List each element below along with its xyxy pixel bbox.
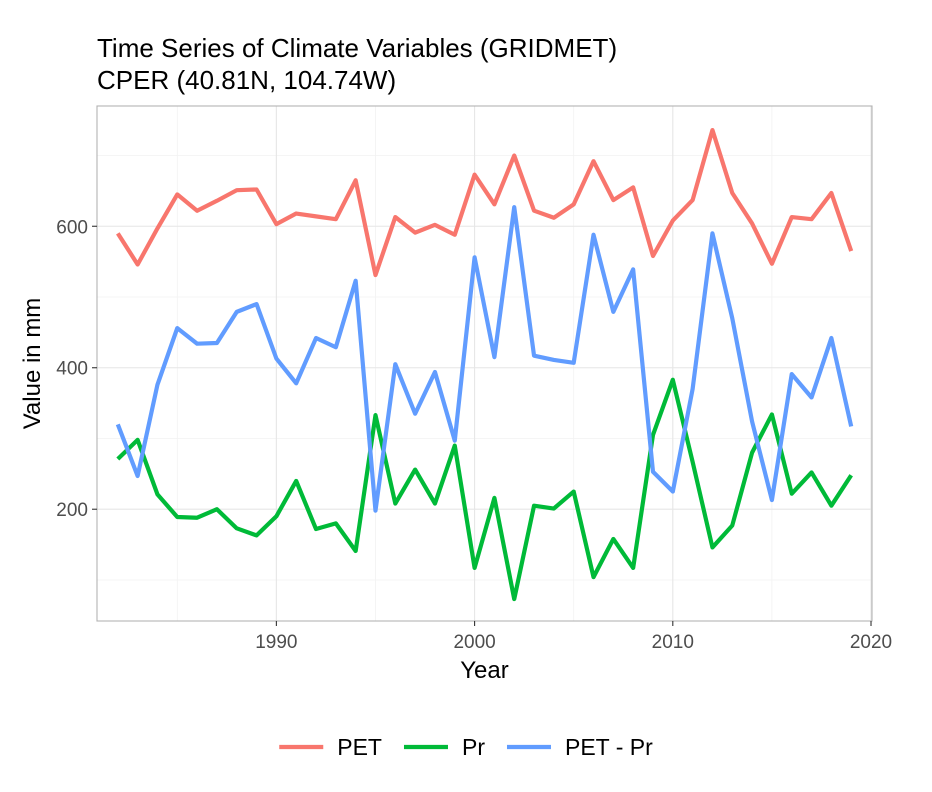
plot-panel-border — [96, 105, 873, 622]
chart-subtitle: CPER (40.81N, 104.74W) — [97, 65, 396, 95]
legend-item-pet: PET — [279, 734, 382, 760]
series-line-pet-pr — [115, 205, 854, 513]
legend-label: PET - Pr — [565, 734, 653, 760]
x-tick-label: 1990 — [255, 632, 297, 653]
x-tick-label: 2010 — [652, 632, 694, 653]
x-tick-label: 2020 — [850, 632, 892, 653]
x-tick-label: 2000 — [453, 632, 495, 653]
x-axis-title: Year — [460, 657, 509, 684]
y-tick-label: 200 — [56, 500, 88, 521]
y-axis: 200 400 600 — [56, 217, 97, 521]
y-tick-label: 400 — [56, 359, 88, 380]
legend: PET Pr PET - Pr — [279, 734, 653, 760]
series-lines — [115, 127, 854, 602]
x-axis: 1990 2000 2010 2020 — [255, 621, 892, 653]
series-line-pet — [116, 127, 854, 278]
legend-label: PET — [337, 734, 382, 760]
legend-label: Pr — [462, 734, 485, 760]
chart-title: Time Series of Climate Variables (GRIDME… — [97, 33, 617, 63]
y-axis-title: Value in mm — [19, 298, 46, 430]
series-line-pr — [116, 377, 853, 602]
major-gridlines — [97, 106, 872, 621]
y-tick-label: 600 — [56, 217, 88, 238]
legend-item-pet-pr: PET - Pr — [506, 734, 653, 760]
legend-item-pr: Pr — [403, 734, 485, 760]
